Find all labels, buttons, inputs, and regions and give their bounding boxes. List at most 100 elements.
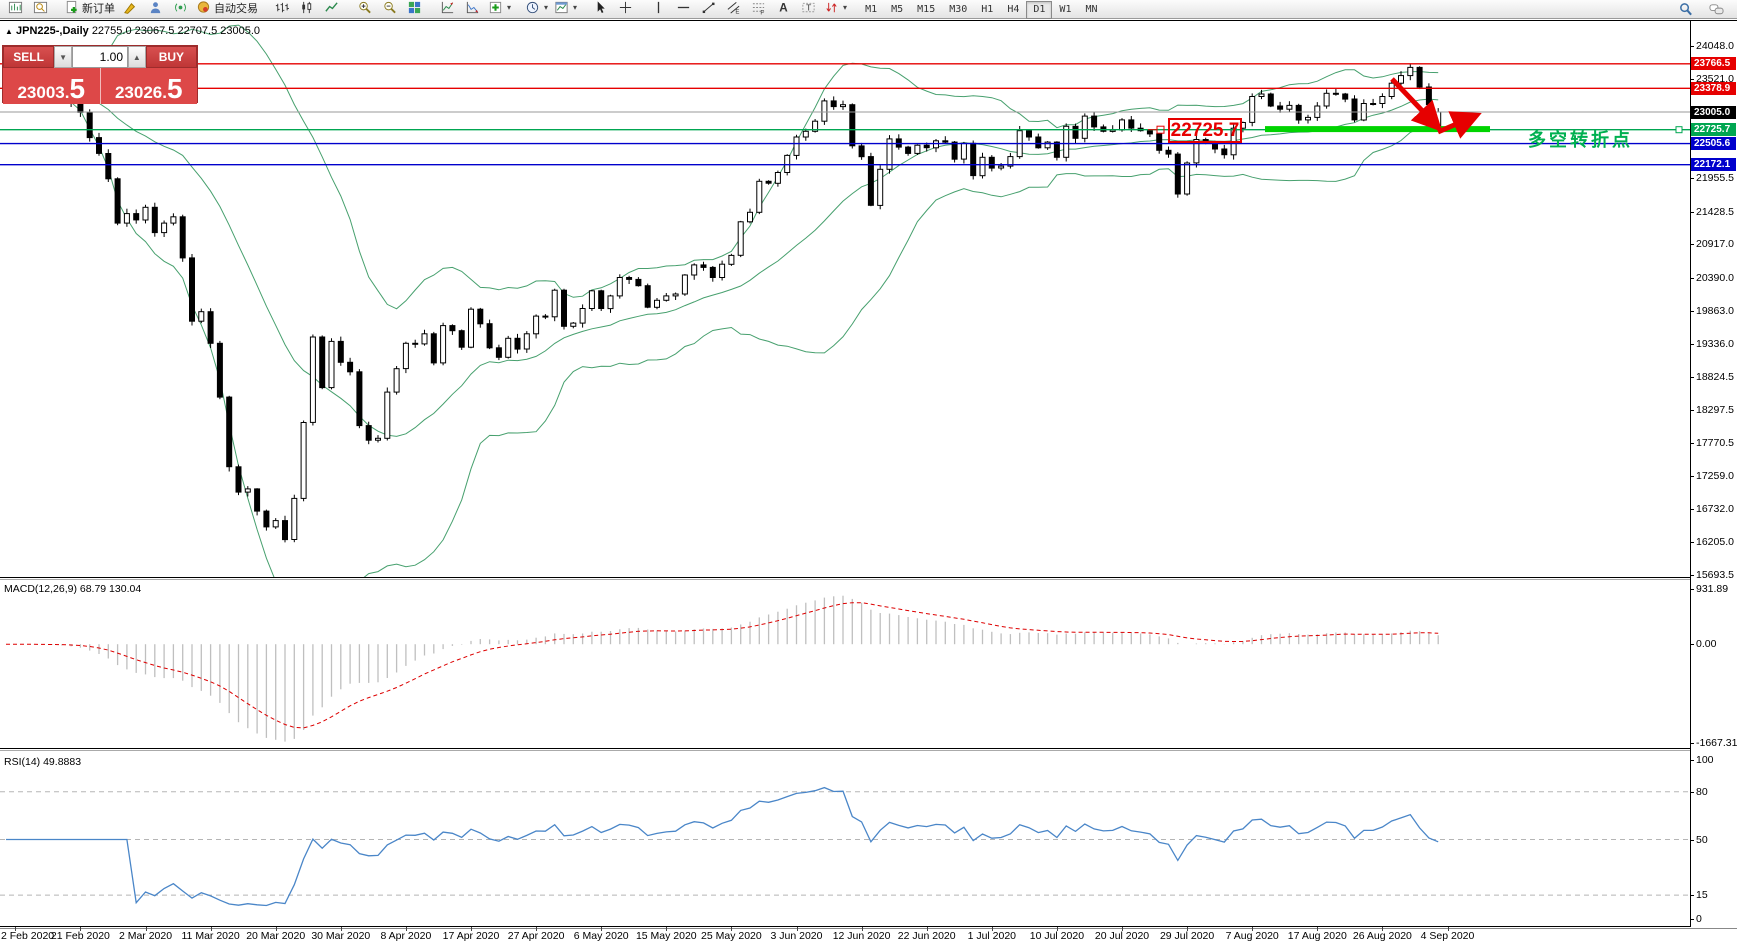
bollinger-band-middle [5, 86, 1439, 437]
price-tick-label: 18824.5 [1696, 370, 1734, 383]
arrows-button[interactable]: ▾ [821, 0, 850, 17]
price-badge: 23766.5 [1691, 57, 1736, 71]
cursor-button[interactable] [588, 0, 613, 17]
svg-text:T: T [806, 2, 811, 12]
axis-tickmark [1690, 644, 1694, 646]
indicator2-button[interactable] [460, 0, 485, 17]
turning-point-annotation[interactable]: 多空转折点 [1528, 130, 1633, 150]
date-tickmark [796, 927, 798, 931]
date-tickmark [1447, 927, 1449, 931]
timeframe-d1-button[interactable]: D1 [1026, 0, 1053, 19]
fibonacci-button[interactable]: F [746, 0, 771, 17]
template-button[interactable]: ▾ [551, 0, 580, 17]
down-trend-arrow [1390, 77, 1443, 132]
template-icon [554, 0, 569, 15]
macd-label: MACD(12,26,9) 68.79 130.04 [4, 583, 142, 595]
timeframe-m1-button[interactable]: M1 [865, 4, 878, 16]
date-label: 4 Sep 2020 [1420, 930, 1475, 942]
crosshair-button[interactable] [613, 0, 638, 17]
axis-tickmark [1690, 443, 1694, 445]
timeframe-m5-button[interactable]: M5 [891, 4, 904, 16]
tiles-button[interactable] [402, 0, 427, 17]
axis-tickmark [1690, 895, 1694, 897]
axis-tickmark [1690, 574, 1694, 576]
collapse-arrow-icon[interactable]: ▲ [5, 27, 13, 36]
crosshair-icon [618, 0, 633, 15]
zoom-out-icon [382, 0, 397, 15]
macd-divider[interactable] [0, 577, 1690, 578]
candles-button[interactable] [294, 0, 319, 17]
date-label: 17 Aug 2020 [1287, 930, 1347, 942]
timeframe-m30-button[interactable]: M30 [949, 4, 968, 16]
timeframe-w1-button[interactable]: W1 [1059, 4, 1072, 16]
ohlc-values: 22755.0 23067.5 22707.5 23005.0 [91, 25, 261, 37]
timeframe-mn-button[interactable]: MN [1085, 4, 1098, 16]
rsi-divider-2 [0, 750, 1690, 751]
volume-increment-button[interactable]: ▲ [128, 46, 146, 68]
price-tick-label: 16205.0 [1696, 536, 1734, 549]
vline-button[interactable] [646, 0, 671, 17]
linechart-icon [324, 0, 339, 15]
zoom-out-button[interactable] [377, 0, 402, 17]
trendline-button[interactable] [696, 0, 721, 17]
styler-button[interactable] [118, 0, 143, 17]
linechart-button[interactable] [319, 0, 344, 17]
date-tickmark [1317, 927, 1319, 931]
text-button[interactable]: A [771, 0, 796, 17]
add-indicator-button[interactable]: ▾ [485, 0, 514, 17]
fibonacci-icon: F [751, 0, 766, 15]
expert-button[interactable] [143, 0, 168, 17]
data-window-button[interactable] [28, 0, 53, 17]
date-axis-border-2 [0, 928, 1737, 929]
axis-tickmark [1690, 277, 1694, 279]
volume-input[interactable] [72, 46, 128, 68]
indicator1-icon [440, 0, 455, 15]
sell-button[interactable]: SELL [3, 46, 55, 68]
price-tick-label: 19863.0 [1696, 304, 1734, 317]
new-order-button[interactable]: 新订单 [61, 0, 118, 17]
periods-button[interactable]: ▾ [522, 0, 551, 17]
dropdown-arrow-icon: ▾ [507, 3, 512, 12]
rsi-divider[interactable] [0, 748, 1690, 749]
search-button[interactable] [1673, 0, 1698, 19]
textlabel-button[interactable]: T [796, 0, 821, 17]
support-price-box[interactable]: 22725.7 [1168, 118, 1242, 143]
periods-icon [525, 0, 540, 15]
svg-text:F: F [760, 10, 764, 15]
hline-button[interactable] [671, 0, 696, 17]
price-badge: 23005.0 [1691, 105, 1736, 119]
volume-decrement-button[interactable]: ▼ [54, 46, 72, 68]
date-label: 29 Jul 2020 [1159, 930, 1215, 942]
axis-tickmark [1690, 542, 1694, 544]
svg-text:E: E [735, 9, 739, 15]
signals-button[interactable] [168, 0, 193, 17]
axis-tickmark [1690, 46, 1694, 47]
price-axis[interactable] [1690, 21, 1737, 927]
autotrading-button[interactable]: 自动交易 [193, 0, 261, 17]
price-badge: 22172.1 [1691, 158, 1736, 172]
buy-button[interactable]: BUY [145, 46, 197, 68]
axis-tickmark [1690, 475, 1694, 477]
timeframe-h4-button[interactable]: H4 [1007, 4, 1020, 16]
axis-tickmark [1690, 509, 1694, 510]
date-label: 15 May 2020 [635, 930, 697, 942]
date-label: 7 Aug 2020 [1225, 930, 1279, 942]
indicator1-button[interactable] [435, 0, 460, 17]
date-tickmark [1252, 927, 1254, 931]
chart-window-button[interactable] [3, 0, 28, 17]
zoom-in-button[interactable] [352, 0, 377, 17]
sell-price[interactable]: 23003. 5 [17, 73, 86, 105]
buy-price[interactable]: 23026. 5 [114, 73, 183, 105]
toolbar: 新订单 自动交易 ▾ ▾ ▾ E F A T ▾ M1 M5 M15 M30 H1 H4 D1 W1 MN [0, 0, 1737, 19]
timeframe-m15-button[interactable]: M15 [917, 4, 936, 16]
chat-button[interactable] [1704, 0, 1729, 19]
date-tickmark [861, 927, 863, 931]
new-order-icon [64, 0, 79, 15]
timeframe-h1-button[interactable]: H1 [981, 4, 994, 16]
axis-tickmark [1690, 211, 1694, 213]
bars-button[interactable] [269, 0, 294, 17]
channel-button[interactable]: E [721, 0, 746, 17]
macd-tick-label: 931.89 [1696, 583, 1729, 595]
thick-green-line [1265, 126, 1490, 133]
